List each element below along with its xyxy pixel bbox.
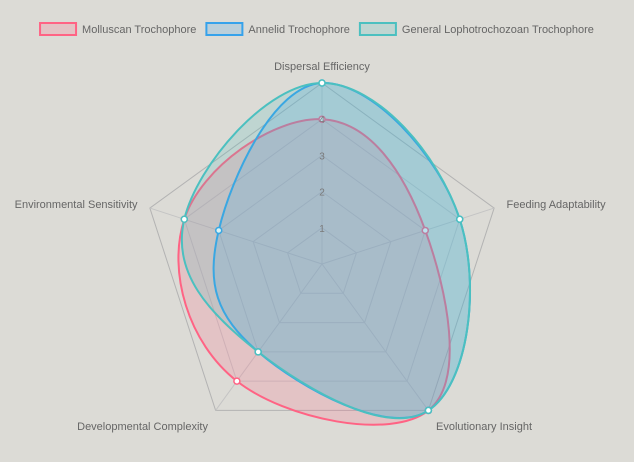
data-point: [318, 79, 326, 87]
data-point: [421, 226, 430, 235]
axis-labels: Dispersal Efficiency Feeding Adaptability…: [15, 61, 606, 433]
legend-swatch: [39, 22, 78, 36]
grid-ring: [149, 82, 495, 411]
axis-label: Feeding Adaptability: [507, 199, 607, 211]
legend: Molluscan Trochophore Annelid Trochophore…: [39, 22, 594, 36]
tick-label: 4: [319, 115, 325, 126]
data-point: [424, 406, 433, 415]
series-line: [177, 118, 451, 426]
data-point: [233, 377, 241, 385]
grid-spoke: [321, 263, 429, 411]
legend-label: Annelid Trochophore: [248, 24, 350, 36]
axis-label: Dispersal Efficiency: [274, 61, 370, 73]
tick-label: 2: [319, 188, 325, 199]
radar-grid: [149, 82, 495, 411]
legend-label: Molluscan Trochophore: [82, 24, 196, 36]
tick-labels: 1 2 3 4: [319, 115, 325, 235]
tick-label: 3: [319, 151, 325, 162]
axis-label: Developmental Complexity: [77, 421, 208, 433]
grid-ring: [183, 118, 461, 382]
legend-label: General Lophotrochozoan Trochophore: [402, 24, 594, 36]
tick-label: 1: [319, 224, 325, 235]
data-point: [455, 215, 464, 223]
axis-label: Environmental Sensitivity: [15, 199, 138, 211]
grid-ring: [218, 154, 426, 353]
axis-label: Evolutionary Insight: [436, 421, 532, 433]
legend-item: General Lophotrochozoan Trochophore: [358, 22, 594, 36]
grid-ring: [286, 227, 358, 294]
grid-spoke: [215, 263, 323, 411]
data-point: [254, 348, 262, 356]
grid-spoke: [149, 207, 323, 265]
series-layer: [177, 79, 472, 426]
data-point: [180, 215, 189, 223]
series-line: [180, 82, 472, 420]
legend-item: Annelid Trochophore: [205, 22, 350, 36]
data-point: [214, 226, 223, 235]
legend-item: Molluscan Trochophore: [39, 22, 196, 36]
legend-swatch: [358, 22, 397, 36]
data-point: [318, 115, 326, 123]
legend-swatch: [205, 22, 244, 36]
grid-ring: [252, 190, 392, 324]
grid-spoke: [321, 207, 495, 265]
